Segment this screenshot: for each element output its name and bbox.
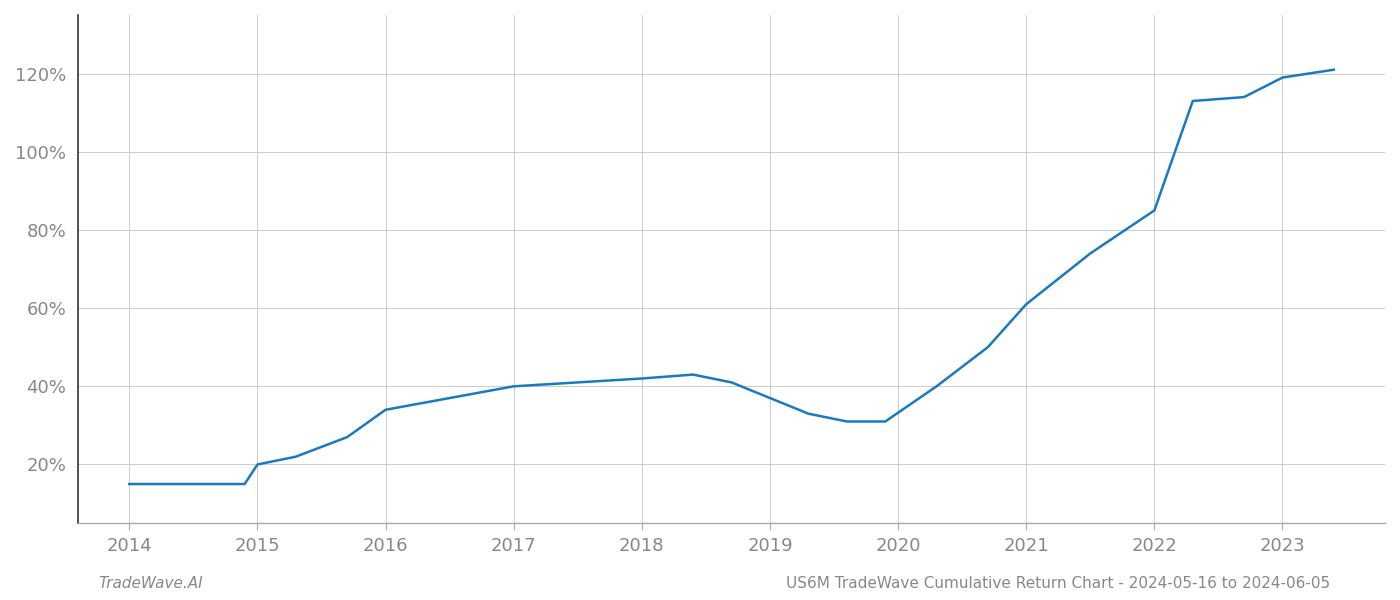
Text: TradeWave.AI: TradeWave.AI [98, 576, 203, 591]
Text: US6M TradeWave Cumulative Return Chart - 2024-05-16 to 2024-06-05: US6M TradeWave Cumulative Return Chart -… [785, 576, 1330, 591]
